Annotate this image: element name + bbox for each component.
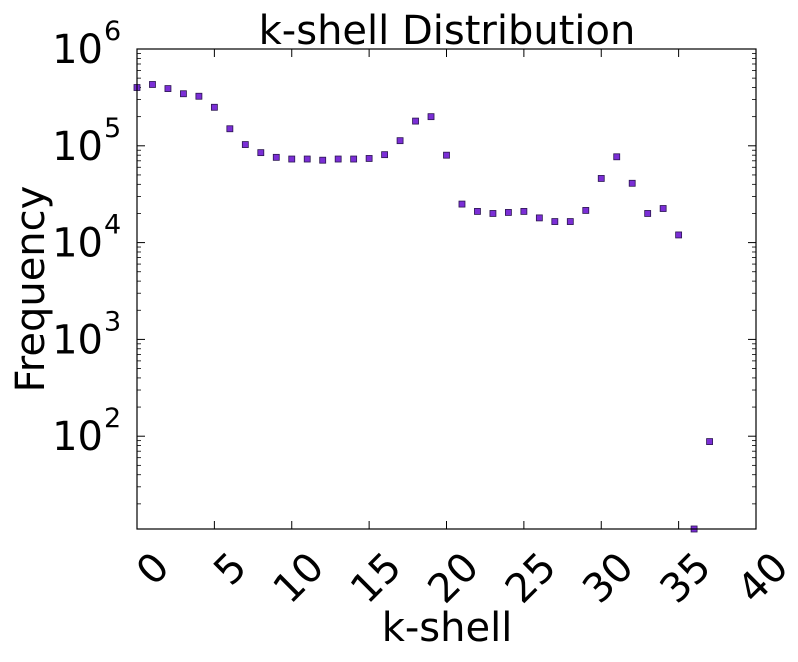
data-point xyxy=(613,153,621,161)
data-point xyxy=(489,210,497,217)
data-point xyxy=(566,218,574,225)
y-tick-label: 10 xyxy=(52,27,103,73)
data-point xyxy=(551,218,559,225)
data-point xyxy=(257,149,265,157)
data-point xyxy=(412,117,419,125)
y-tick-exponent: 5 xyxy=(104,113,121,144)
data-markers xyxy=(133,81,713,533)
plot-frame xyxy=(136,48,757,530)
x-tick-label: 40 xyxy=(729,544,798,613)
data-point xyxy=(597,175,605,182)
data-point xyxy=(319,156,327,164)
data-point xyxy=(458,200,466,208)
data-point xyxy=(520,208,528,215)
y-tick-exponent: 4 xyxy=(104,210,121,241)
data-point xyxy=(474,208,481,215)
data-point xyxy=(396,137,404,145)
data-point xyxy=(241,141,249,148)
y-tick-label: 10 xyxy=(52,124,103,170)
data-point xyxy=(706,438,713,445)
y-tick-exponent: 3 xyxy=(104,306,121,337)
data-point xyxy=(303,155,311,163)
data-point xyxy=(272,153,280,161)
data-point xyxy=(288,155,296,163)
data-point xyxy=(628,179,636,187)
data-point xyxy=(365,155,373,162)
data-point xyxy=(675,231,683,239)
data-point xyxy=(504,209,512,216)
chart-title: k-shell Distribution xyxy=(259,8,636,54)
x-tick-label: 0 xyxy=(128,544,179,595)
data-point xyxy=(164,85,172,92)
data-point xyxy=(350,155,358,163)
y-tick-label: 10 xyxy=(52,414,103,460)
data-point xyxy=(535,214,543,222)
data-point xyxy=(226,125,234,133)
data-point xyxy=(195,92,203,100)
data-point xyxy=(210,103,218,111)
data-point xyxy=(443,151,450,159)
y-tick-label: 10 xyxy=(52,317,103,363)
y-axis-label: Frequency xyxy=(8,186,54,393)
x-tick-label: 10 xyxy=(265,544,334,613)
y-tick-exponent: 2 xyxy=(104,403,121,434)
x-tick-label: 15 xyxy=(342,544,411,613)
x-tick-label: 25 xyxy=(497,544,566,613)
data-point xyxy=(644,210,652,217)
data-point xyxy=(149,81,156,88)
data-point xyxy=(582,207,590,214)
y-tick-label: 10 xyxy=(52,221,103,267)
data-point xyxy=(381,151,389,159)
data-point xyxy=(334,155,342,163)
y-tick-exponent: 6 xyxy=(104,16,121,47)
data-point xyxy=(427,113,435,121)
x-tick-label: 30 xyxy=(574,544,643,613)
data-point xyxy=(659,205,667,212)
data-point xyxy=(180,90,187,98)
x-tick-label: 35 xyxy=(652,544,721,613)
x-tick-label: 20 xyxy=(419,544,488,613)
x-tick-label: 5 xyxy=(205,544,256,595)
x-axis-label: k-shell xyxy=(382,605,513,651)
